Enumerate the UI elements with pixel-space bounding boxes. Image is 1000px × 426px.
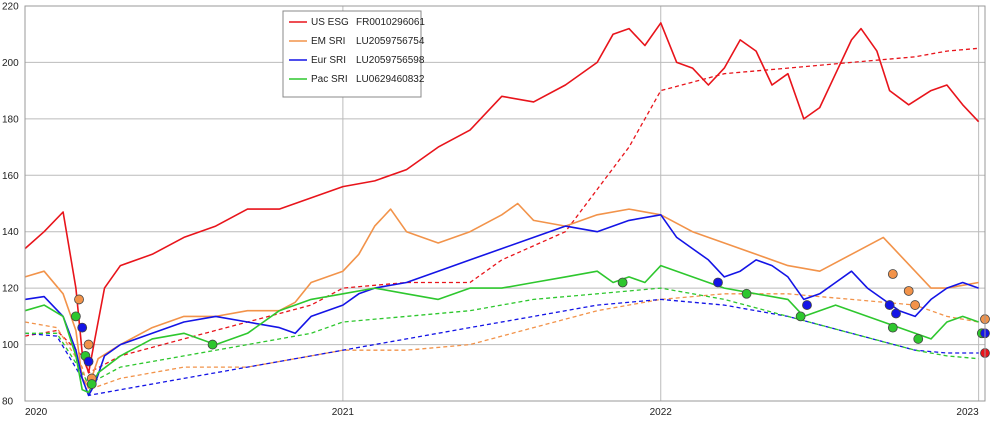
x-tick-label: 2021 (332, 407, 355, 418)
y-tick-label: 140 (2, 227, 19, 238)
marker-eur-sri (802, 300, 812, 310)
series-line-us-esg (24, 22, 980, 374)
reference-line-pac-sri (25, 287, 979, 385)
markers (70, 269, 990, 389)
y-tick-label: 80 (2, 397, 14, 408)
series-lines (24, 22, 980, 397)
reference-lines (24, 47, 979, 397)
series-line-em-sri (24, 202, 979, 388)
marker-em-sri (910, 300, 920, 310)
legend-code-eur-sri: LU2059756598 (356, 55, 425, 66)
legend-name-em-sri: EM SRI (311, 36, 345, 47)
series-line-pac-sri (24, 264, 979, 394)
marker-eur-sri (891, 308, 901, 319)
legend-name-pac-sri: Pac SRI (311, 74, 348, 85)
legend-box (282, 10, 422, 98)
x-tick-label: 2020 (25, 407, 48, 418)
marker-pac-sri (795, 311, 806, 322)
y-tick-label: 100 (2, 340, 19, 351)
marker-em-sri (887, 269, 898, 279)
x-tick-label: 2023 (956, 407, 979, 418)
marker-em-sri (903, 286, 914, 296)
marker-eur-sri (713, 277, 723, 288)
marker-eur-sri (884, 300, 895, 310)
legend-code-em-sri: LU2059756754 (356, 36, 425, 47)
marker-eur-sri (83, 356, 94, 367)
marker-pac-sri (887, 322, 898, 333)
marker-pac-sri (617, 277, 628, 288)
marker-em-sri (83, 339, 94, 350)
y-tick-label: 220 (2, 2, 19, 13)
reference-line-em-sri (24, 293, 979, 391)
y-tick-label: 180 (2, 114, 19, 125)
legend-name-eur-sri: Eur SRI (311, 55, 346, 66)
legend-code-us-esg: FR0010296061 (356, 17, 425, 28)
marker-pac-sri (86, 379, 97, 389)
legend-code-pac-sri: LU0629460832 (356, 74, 425, 85)
y-tick-label: 160 (2, 171, 19, 182)
x-tick-label: 2022 (650, 407, 673, 418)
y-tick-label: 120 (2, 284, 19, 295)
marker-pac-sri (741, 288, 752, 299)
marker-pac-sri (913, 334, 924, 344)
marker-eur-sri (77, 322, 88, 333)
reference-line-eur-sri (24, 298, 979, 397)
series-line-eur-sri (24, 214, 979, 397)
marker-pac-sri (207, 339, 218, 350)
y-tick-label: 200 (2, 58, 19, 69)
grid (24, 5, 985, 402)
plot-frame (24, 5, 986, 402)
legend: US ESG FR0010296061 EM SRI LU2059756754 Eur … (282, 10, 425, 98)
axes: 80 100 120 140 160 180 200 220 2020 2021 2022 2023 (2, 2, 986, 418)
marker-pac-sri (70, 311, 81, 322)
legend-name-us-esg: US ESG (311, 17, 349, 28)
marker-em-sri (74, 294, 84, 305)
